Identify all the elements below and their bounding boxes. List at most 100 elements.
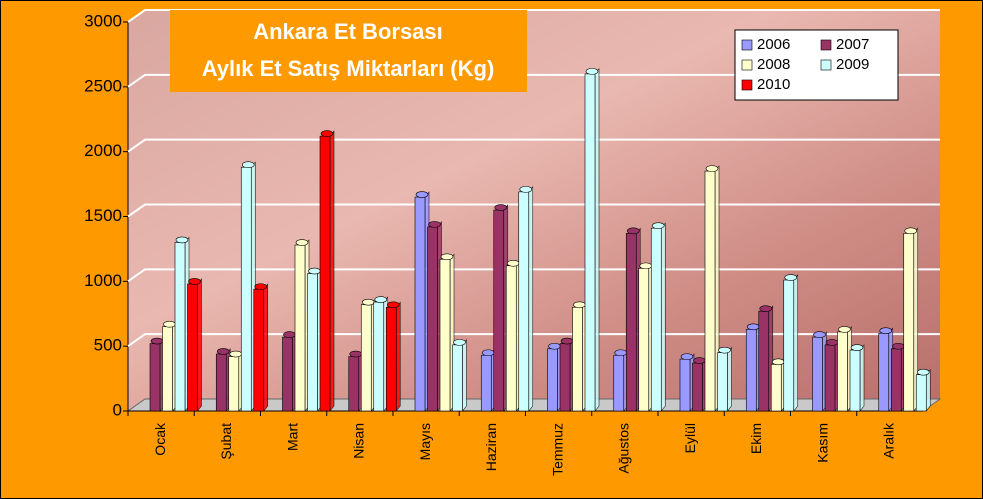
bar [547,348,558,412]
bar-top [614,349,628,357]
bar-top [850,344,864,351]
x-tick-label: Ocak [152,422,168,456]
bar [174,242,186,412]
bar [890,348,902,412]
bar-top [374,296,388,303]
x-tick-label: Ağustos [616,423,632,474]
bar [758,310,770,412]
bar [638,268,650,412]
bar-top [481,349,495,357]
bar-top [188,278,201,285]
grid [127,9,940,347]
x-tick-label: Aralık [881,422,897,459]
grid-line [127,203,940,218]
bar-top [320,130,334,137]
bar [414,196,426,412]
bar [518,191,530,412]
y-tick-label: 1000 [84,271,122,290]
x-tick-label: Temmuz [549,423,565,476]
bar-top [241,161,255,169]
bar [439,258,451,412]
bar-top [440,253,454,261]
legend-label: 2008 [757,56,790,73]
bar-top [428,221,441,228]
bar-top [680,353,694,360]
bar [812,336,823,412]
legend-swatch [741,39,753,51]
y-tick-label: 1500 [84,206,122,225]
bar [745,329,757,412]
bar [584,73,596,412]
y-tick-label: 500 [94,336,122,355]
bar [162,326,173,412]
bar-top [494,204,508,211]
bar [625,233,637,412]
legend-items: 2006 2007 2008 2009 2010 [741,36,869,93]
bar [215,353,227,412]
x-tick-label: Haziran [483,423,499,471]
bar-top [163,320,176,328]
bar [360,304,372,412]
legend-label: 2006 [757,36,790,53]
bar-top [746,323,760,331]
grid-line [127,268,940,283]
bar [613,354,625,412]
bar-side [727,346,732,412]
bar-top [175,236,189,244]
bar [915,374,927,412]
y-tick-label: 2500 [84,76,122,95]
bar-top [295,239,309,246]
bars [149,68,931,412]
title-box [170,10,527,92]
bar-top [891,342,905,350]
legend-swatch [741,59,753,71]
grid-line [127,333,940,347]
bar [679,358,691,412]
bar [240,166,252,412]
legend-label: 2007 [836,36,869,53]
bar-side [925,368,931,412]
bar [319,135,331,412]
bar-top [879,327,893,335]
bar-top [548,342,561,350]
bar-top [838,326,851,333]
bar [452,344,463,412]
legend-swatch [741,79,753,91]
bar-top [904,227,918,235]
bar-side [395,301,401,412]
bar [294,244,306,412]
bar-top [825,339,839,346]
bar-top [705,165,719,172]
bar [903,233,915,412]
x-tick-label: Mart [284,423,300,451]
x-tick-label: Şubat [218,423,234,460]
y-tick-label: 0 [113,400,122,419]
bar [770,364,782,412]
legend-label: 2010 [757,76,790,93]
y-tick-label: 3000 [84,11,122,30]
bar [228,356,240,412]
bar [282,336,293,412]
legend-swatch [820,39,832,51]
bar-top [813,331,826,338]
chart-title: Ankara Et Borsası [253,19,443,44]
bar [717,352,728,412]
bar [373,301,385,412]
bar-top [759,305,773,312]
bar [559,343,571,412]
bar [650,227,662,412]
bar-top [216,348,230,355]
bar [493,209,505,412]
bar [837,331,848,412]
bar-top [150,337,164,345]
bar-top [506,259,520,267]
bar-side [859,344,865,412]
bar-top [651,222,665,229]
bar-top [229,350,243,358]
y-tick-label: 2000 [84,141,122,160]
x-tick-label: Kasım [814,423,830,463]
bar-top [718,346,731,354]
bar [704,170,716,412]
bar-top [693,357,706,364]
bar [385,306,397,412]
